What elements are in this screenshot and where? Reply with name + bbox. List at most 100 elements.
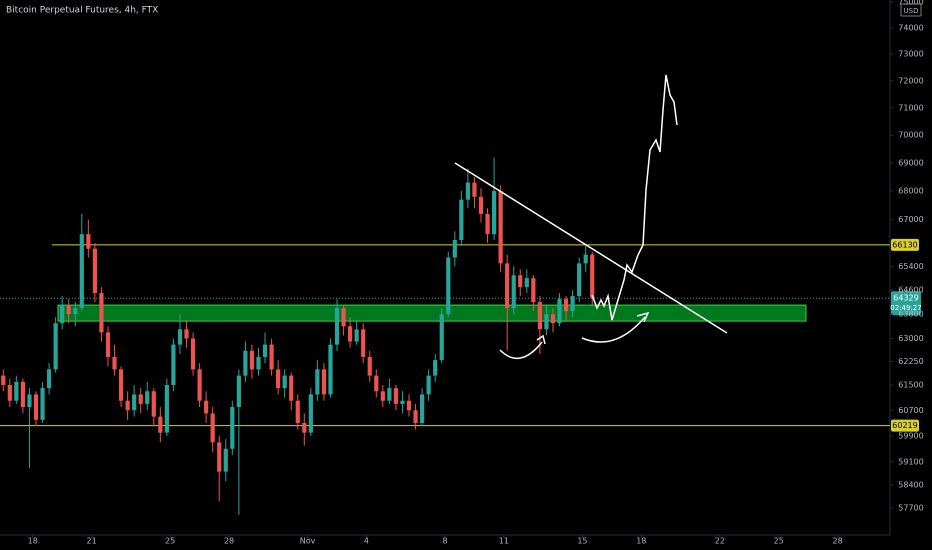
candle-body: [524, 278, 529, 288]
candle-body: [537, 302, 542, 330]
x-tick-label: 18: [636, 537, 646, 546]
y-tick-label: 63000: [898, 334, 923, 343]
candle-body: [7, 384, 12, 401]
x-tick-label: 28: [224, 537, 234, 546]
candle-body: [550, 314, 556, 324]
candle-body: [393, 388, 399, 404]
countdown: 02:49:27: [890, 304, 921, 312]
last-price-label: 64329: [893, 294, 918, 303]
x-tick-label: 22: [715, 537, 725, 546]
candle-body: [223, 448, 228, 472]
y-tick-label: 71000: [898, 103, 923, 112]
candle-body: [348, 326, 353, 342]
candle-body: [334, 308, 340, 345]
candle-body: [452, 239, 457, 258]
x-tick-label: 25: [774, 537, 784, 546]
y-tick-label: 73000: [898, 50, 923, 59]
candle-body: [472, 182, 477, 197]
candle-body: [387, 388, 392, 401]
candle-body: [439, 314, 444, 361]
candle-body: [105, 332, 111, 357]
y-tick-label: 65400: [898, 262, 923, 271]
candle-body: [190, 338, 196, 370]
candle-body: [20, 381, 25, 408]
trend-line: [454, 162, 728, 334]
candle-body: [210, 413, 215, 443]
candle-body: [92, 248, 97, 294]
y-tick-label: 64600: [898, 286, 923, 295]
candle-body: [563, 299, 569, 312]
candle-body: [217, 442, 222, 472]
candle-body: [400, 400, 405, 404]
x-tick-label: 18: [28, 537, 38, 546]
y-tick-label: 70000: [898, 131, 923, 140]
candle-body: [308, 394, 313, 433]
candle-body: [590, 254, 595, 299]
candle-body: [367, 356, 372, 376]
drawings: [454, 74, 728, 359]
candle-body: [262, 344, 268, 357]
candle-body: [315, 369, 320, 395]
candle-body: [27, 394, 32, 408]
x-tick-label: 21: [87, 537, 97, 546]
candle-body: [151, 391, 156, 417]
last-price-box: [891, 291, 921, 316]
y-tick-label: 67000: [898, 215, 923, 224]
candle-body: [177, 329, 183, 345]
candle-body: [1, 375, 6, 385]
candle-body: [158, 416, 163, 433]
candle-body: [46, 369, 52, 389]
y-tick-label: 69000: [898, 158, 923, 167]
candle-body: [295, 400, 300, 424]
candle-body: [79, 234, 84, 309]
level-label-box: [891, 419, 919, 432]
y-tick-label: 59100: [898, 457, 923, 466]
candle-body: [406, 400, 412, 411]
y-tick-label: 62250: [898, 357, 923, 366]
y-tick-label: 68000: [898, 187, 923, 196]
arrow-head: [636, 311, 650, 323]
candle-body: [413, 410, 418, 424]
candle-body: [374, 375, 379, 392]
candle-body: [14, 381, 19, 401]
x-tick-label: Nov: [300, 537, 316, 546]
candle-body: [249, 350, 255, 370]
candle-body: [145, 391, 150, 404]
y-tick-label: 61500: [898, 380, 923, 389]
candle-body: [282, 375, 287, 389]
candle-body: [577, 263, 582, 297]
candle-body: [132, 394, 137, 411]
currency-box: [900, 3, 922, 17]
candle-body: [531, 278, 536, 303]
x-tick-label: 11: [499, 537, 509, 546]
candle-body: [511, 275, 516, 309]
x-tick-label: 15: [577, 537, 587, 546]
x-tick-label: 4: [364, 537, 369, 546]
y-tick-label: 63800: [898, 310, 923, 319]
candle-body: [53, 323, 58, 370]
candle-body: [184, 329, 189, 339]
candle-body: [197, 369, 202, 401]
candle-body: [289, 375, 294, 401]
candle-body: [321, 369, 327, 395]
candle-body: [86, 234, 91, 249]
x-tick-label: 8: [442, 537, 447, 546]
chart-title: Bitcoin Perpetual Futures, 4h, FTX: [6, 6, 158, 16]
candle-body: [40, 388, 45, 420]
candle-body: [328, 344, 333, 395]
level-label: 60219: [892, 421, 917, 430]
candle-body: [465, 182, 470, 200]
candle-body: [302, 423, 307, 433]
level-label-box: [891, 238, 919, 251]
y-tick-label: 60700: [898, 406, 923, 415]
x-tick-label: 25: [165, 537, 175, 546]
currency: USD: [904, 7, 919, 15]
candle-body: [60, 305, 65, 324]
level-label: 66130: [892, 240, 917, 249]
candle-body: [99, 293, 104, 333]
y-tick-label: 72000: [898, 76, 923, 85]
candle-body: [570, 296, 575, 312]
y-tick-label: 75000: [898, 0, 923, 7]
